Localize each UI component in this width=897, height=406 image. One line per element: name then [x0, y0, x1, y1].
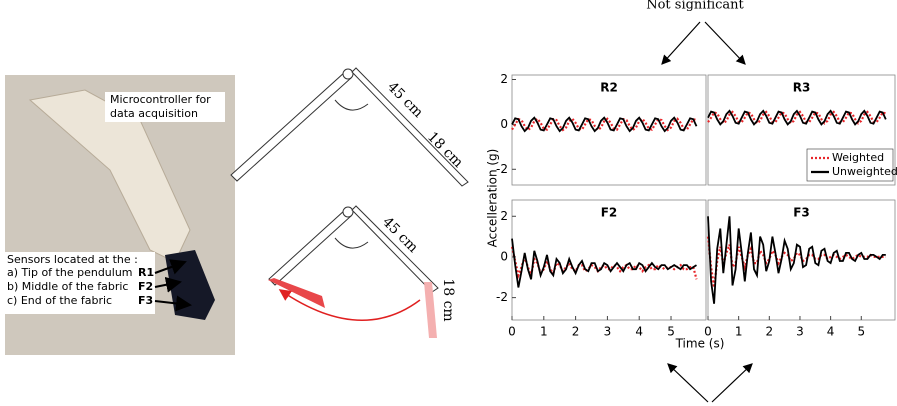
- series-line: [707, 216, 886, 304]
- rod: [351, 67, 469, 187]
- legend-box: [806, 148, 894, 182]
- box-title: data acquisition: [110, 107, 198, 120]
- length-label: 45 cm: [384, 79, 426, 121]
- sensor-text: b) Middle of the fabric: [7, 280, 128, 293]
- x-tick-label: 1: [735, 325, 743, 339]
- x-tick-label: 3: [604, 325, 612, 339]
- fabric-red: [268, 278, 325, 308]
- arrow: [154, 295, 192, 312]
- arrows: [661, 21, 753, 403]
- y-tick-label: 2: [500, 209, 508, 223]
- x-tick-label: 5: [667, 325, 675, 339]
- panel-title: F2: [601, 206, 618, 220]
- x-tick-label: 4: [827, 325, 835, 339]
- plot-frame: [511, 199, 707, 321]
- sensor-text: c) End of the fabric: [7, 294, 112, 307]
- label-box: [5, 252, 155, 314]
- rod: [230, 71, 352, 182]
- legend-label: Weighted: [832, 151, 884, 164]
- diagram: [230, 0, 469, 338]
- series-line: [707, 109, 887, 126]
- y-tick-label: -2: [496, 162, 508, 176]
- panel-title: F3: [793, 206, 810, 220]
- arrow: [667, 363, 709, 403]
- fabric-band: [28, 89, 191, 263]
- angle: [334, 99, 369, 111]
- y-tick-label: -2: [496, 290, 508, 304]
- rod: [351, 205, 439, 293]
- pivot: [342, 68, 354, 80]
- x-tick-label: 2: [765, 325, 773, 339]
- panel-title: R2: [600, 81, 618, 95]
- panel-title: R3: [793, 81, 811, 95]
- series-line: [511, 116, 698, 133]
- arrow: [704, 21, 746, 65]
- y-axis-label: Accelleration (g): [486, 149, 500, 248]
- pivot: [342, 206, 354, 218]
- rod: [268, 209, 352, 286]
- legend-label: Unweighted: [832, 165, 897, 178]
- series-line: [511, 238, 697, 288]
- series-line: [707, 110, 887, 125]
- y-tick-label: 0: [500, 117, 508, 131]
- x-tick-label: 2: [572, 325, 580, 339]
- label-box: [105, 92, 225, 122]
- series-line: [706, 236, 886, 288]
- arrow: [154, 259, 187, 275]
- x-tick-label: 0: [704, 325, 712, 339]
- length-label: 18 cm: [440, 278, 456, 321]
- arrow: [711, 363, 753, 403]
- x-tick-label: 4: [635, 325, 643, 339]
- fabric-pink: [424, 282, 437, 338]
- photo: Microcontroller for data acquisition Sen…: [5, 75, 235, 355]
- y-tick-label: 0: [500, 249, 508, 263]
- x-tick-label: 0: [508, 325, 516, 339]
- swing-arrow: [278, 289, 421, 321]
- sensor-text: a) Tip of the pendulum: [7, 266, 133, 279]
- x-tick-label: 1: [540, 325, 548, 339]
- angle: [334, 237, 369, 249]
- spacer: [237, 0, 351, 214]
- x-tick-label: 5: [857, 325, 865, 339]
- sensors-title: Sensors located at the :: [7, 253, 138, 266]
- sensor-id: F2: [138, 280, 153, 293]
- box-title: Microcontroller for: [110, 93, 211, 106]
- sensor-id: F3: [138, 294, 153, 307]
- arrow: [661, 21, 701, 65]
- x-axis-label: Time (s): [675, 337, 725, 351]
- x-tick-label: 3: [796, 325, 804, 339]
- y-tick-label: 2: [500, 72, 508, 86]
- series-line: [511, 117, 697, 132]
- sensor-id: R1: [138, 266, 154, 279]
- annotation: Not significant: [646, 0, 744, 13]
- arrow: [154, 276, 182, 293]
